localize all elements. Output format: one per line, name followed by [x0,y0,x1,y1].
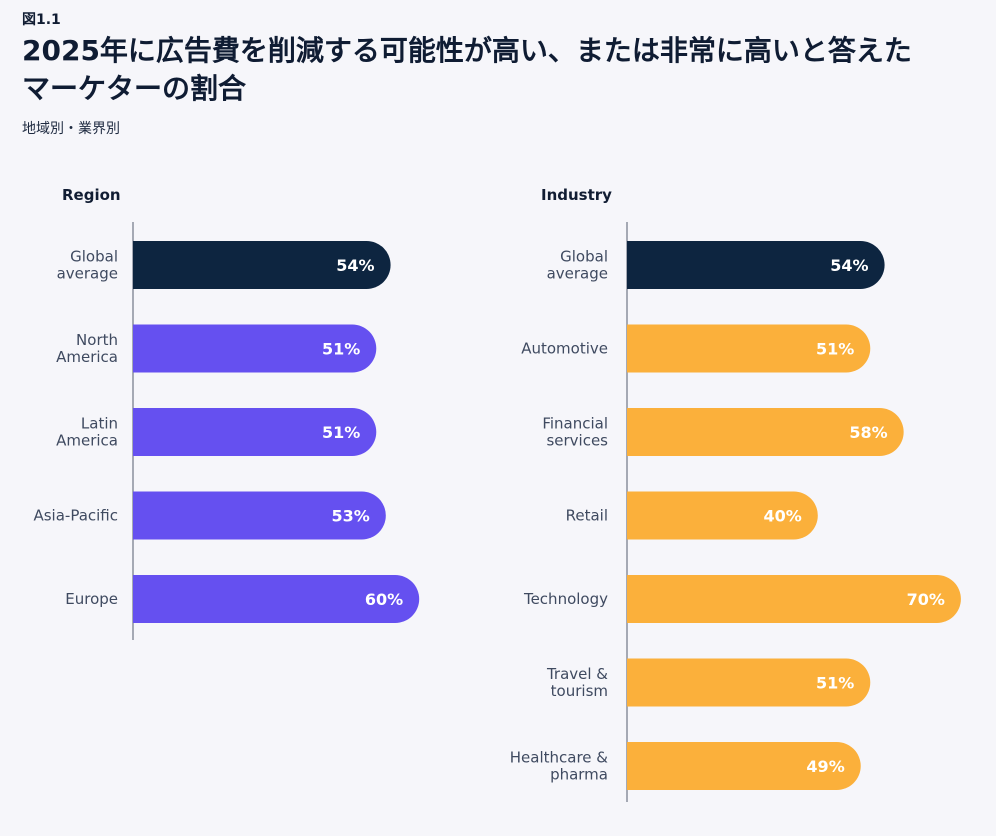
region-bar-3 [133,491,386,540]
industry-value-label-0: 54% [830,256,868,275]
industry-bar-1 [627,324,871,373]
industry-panel-title: Industry [541,186,612,204]
industry-category-label-3: Retail [566,507,608,525]
region-value-label-0: 54% [336,256,374,275]
industry-value-label-5: 51% [816,674,854,693]
industry-category-label-0: Global average [547,248,608,283]
region-value-label-1: 51% [322,340,360,359]
industry-bar-0 [627,241,885,289]
region-bar-0 [133,241,391,289]
region-category-label-0: Global average [57,248,118,283]
region-category-label-3: Asia-Pacific [33,507,118,525]
chart-subtitle: 地域別・業界別 [22,121,120,137]
figure-label: 図1.1 [22,12,61,28]
region-category-label-1: North America [56,331,118,366]
region-value-label-3: 53% [332,507,370,526]
region-value-label-2: 51% [322,423,360,442]
region-category-label-4: Europe [65,590,118,608]
industry-category-label-2: Financial services [542,415,608,450]
region-bar-4 [133,575,420,623]
industry-value-label-3: 40% [764,507,802,526]
region-bar-2 [133,408,377,456]
industry-category-label-4: Technology [523,590,608,608]
region-value-label-4: 60% [365,590,403,609]
industry-category-label-6: Healthcare & pharma [510,749,609,784]
industry-value-label-6: 49% [806,757,844,776]
industry-category-label-1: Automotive [521,340,608,358]
industry-category-label-5: Travel & tourism [546,665,608,700]
chart-title: 2025年に広告費を削減する可能性が高い、または非常に高いと答えたマーケターの割… [22,34,912,105]
industry-value-label-4: 70% [907,590,945,609]
industry-bar-6 [627,742,861,790]
industry-value-label-1: 51% [816,340,854,359]
industry-bar-3 [627,491,818,540]
industry-bar-5 [627,658,871,707]
region-category-label-2: Latin America [56,415,118,450]
industry-bar-2 [627,408,904,456]
industry-value-label-2: 58% [849,423,887,442]
industry-bar-4 [627,575,961,623]
region-bar-1 [133,324,377,373]
region-panel-title: Region [62,186,121,204]
